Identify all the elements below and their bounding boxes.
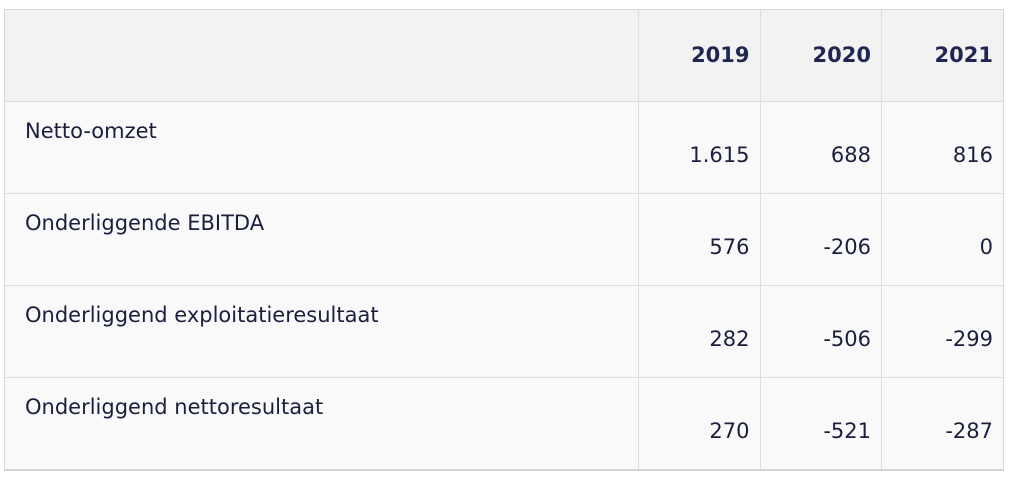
row-label: Onderliggende EBITDA [5, 193, 640, 286]
row-label: Netto-omzet [5, 101, 640, 194]
table-row: Onderliggend nettoresultaat 270 -521 -28… [5, 377, 1003, 469]
table-row: Netto-omzet 1.615 688 816 [5, 101, 1003, 194]
cell-value: 282 [638, 285, 761, 378]
cell-value: 0 [881, 193, 1003, 286]
cell-value: 688 [760, 101, 883, 194]
financial-table: 2019 2020 2021 Netto-omzet 1.615 688 816… [4, 9, 1004, 471]
cell-value: -521 [760, 377, 883, 469]
cell-value: 1.615 [638, 101, 761, 194]
header-label-cell [5, 10, 640, 102]
cell-value: -506 [760, 285, 883, 378]
cell-value: -206 [760, 193, 883, 286]
cell-value: 816 [881, 101, 1003, 194]
row-label: Onderliggend nettoresultaat [5, 377, 640, 469]
financial-table-grid: 2019 2020 2021 Netto-omzet 1.615 688 816… [5, 10, 1003, 469]
table-row: Onderliggende EBITDA 576 -206 0 [5, 193, 1003, 286]
cell-value: -287 [881, 377, 1003, 469]
cell-value: 576 [638, 193, 761, 286]
row-label: Onderliggend exploitatieresultaat [5, 285, 640, 378]
cell-value: 270 [638, 377, 761, 469]
table-row: Onderliggend exploitatieresultaat 282 -5… [5, 285, 1003, 378]
header-year-2021: 2021 [881, 10, 1003, 102]
table-header-row: 2019 2020 2021 [5, 10, 1003, 102]
header-year-2019: 2019 [638, 10, 761, 102]
header-year-2020: 2020 [760, 10, 883, 102]
cell-value: -299 [881, 285, 1003, 378]
